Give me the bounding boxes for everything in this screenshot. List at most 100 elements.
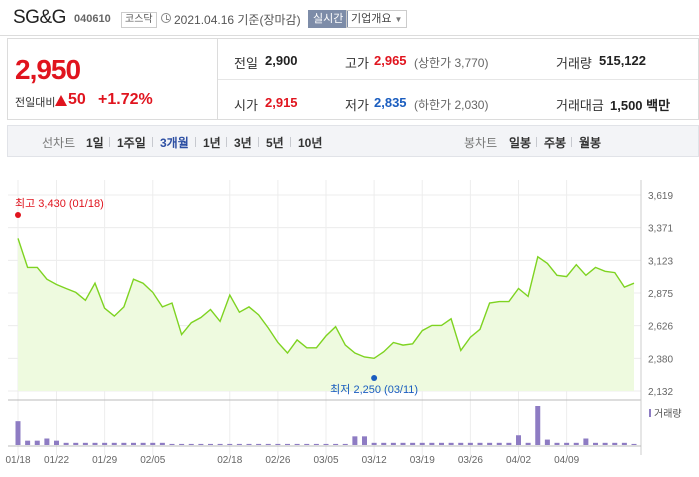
y-tick-label: 2,875 — [648, 289, 673, 300]
candle-daily[interactable]: 일봉 — [509, 136, 532, 150]
change-label: 전일대비 — [15, 97, 56, 109]
high-marker — [15, 212, 21, 218]
volume-bar — [602, 442, 608, 445]
x-tick-label: 02/18 — [217, 455, 242, 466]
price-chart-svg[interactable]: 3,619 3,371 3,123 2,875 2,626 2,380 2,132 01/18… — [0, 160, 699, 477]
x-tick-label: 03/05 — [313, 455, 338, 466]
volume-bar — [82, 442, 88, 445]
period-1w[interactable]: 1주일 — [117, 136, 146, 150]
period-1y[interactable]: 1년 — [203, 136, 221, 150]
volume-bar — [448, 442, 454, 445]
candle-weekly[interactable]: 주봉 — [544, 136, 567, 150]
volume-bar — [63, 442, 69, 445]
volume-label: 거래량 — [556, 56, 592, 71]
volume-bar — [34, 440, 40, 445]
volume-bar — [25, 440, 31, 445]
volume-bar — [554, 442, 560, 445]
period-3m[interactable]: 3개월 — [160, 136, 189, 150]
volume-bar — [506, 442, 512, 445]
volume-bar — [54, 440, 59, 445]
realtime-button[interactable]: 실시간 — [308, 10, 349, 28]
volume-bar — [294, 443, 300, 445]
prev-close-label: 전일 — [234, 56, 258, 71]
volume-bar — [419, 442, 425, 445]
y-tick-label: 3,371 — [648, 224, 673, 235]
volume-bar — [256, 443, 262, 445]
period-divider — [536, 137, 537, 147]
x-tick-label: 04/02 — [506, 455, 531, 466]
period-10y[interactable]: 10년 — [298, 136, 323, 150]
volume-bar — [73, 442, 79, 445]
volume-bar — [131, 442, 136, 445]
period-3y[interactable]: 3년 — [234, 136, 252, 150]
x-tick-label: 02/05 — [140, 455, 165, 466]
volume-bar — [179, 443, 185, 445]
volume-bar — [564, 442, 570, 445]
volume-bar — [429, 442, 435, 445]
y-tick-label: 3,123 — [648, 256, 673, 267]
volume-bar — [150, 442, 156, 445]
volume-bar — [390, 442, 396, 445]
market-badge: 코스닥 — [121, 12, 157, 28]
volume-bar — [275, 443, 281, 445]
y-tick-label: 3,619 — [648, 191, 673, 202]
stock-header: SG&G 040610 코스닥 2021.04.16 기준(장마감) 실시간 기… — [0, 0, 699, 36]
amount-value: 1,500 백만 — [610, 98, 671, 113]
corp-overview-button[interactable]: 기업개요 ▼ — [346, 10, 408, 28]
period-divider — [109, 137, 110, 147]
line-chart-label: 선차트 — [42, 136, 76, 150]
y-tick-label: 2,380 — [648, 354, 673, 365]
volume-bar — [246, 443, 252, 445]
volume-bar — [323, 443, 329, 445]
volume-bar — [352, 436, 358, 445]
volume-bar — [593, 442, 598, 445]
volume-bar — [621, 442, 627, 445]
volume-bar — [525, 442, 531, 445]
period-divider — [571, 137, 572, 147]
volume-bar — [612, 442, 618, 445]
volume-bar — [169, 443, 175, 445]
high-value: 2,965 — [374, 53, 407, 68]
period-divider — [226, 137, 227, 147]
volume-legend-label: 거래량 — [654, 408, 682, 420]
chevron-down-icon: ▼ — [394, 15, 403, 24]
volume-bar — [265, 443, 271, 445]
candle-monthly[interactable]: 월봉 — [579, 136, 602, 150]
price-summary: 2,950 전일대비 50 +1.72% 전일 2,900 고가 2,965 (… — [7, 38, 699, 120]
volume-legend-swatch — [649, 409, 651, 417]
high-label: 최고 3,430 (01/18) — [15, 197, 104, 210]
volume-bar — [208, 443, 213, 445]
volume-bar — [371, 442, 377, 445]
change-value: 50 — [68, 91, 86, 108]
period-1d[interactable]: 1일 — [86, 136, 104, 150]
volume-bar — [159, 442, 165, 445]
y-tick-label: 2,132 — [648, 387, 673, 398]
period-bar: 선차트 1일 1주일 3개월 1년 3년 5년 10년 봉차트 일봉 주봉 월봉 — [7, 125, 699, 157]
volume-bar — [304, 443, 310, 445]
volume-bar — [217, 443, 223, 445]
amount-label: 거래대금 — [556, 98, 604, 113]
volume-bar — [188, 443, 194, 445]
period-divider — [195, 137, 196, 147]
volume-bar — [236, 443, 242, 445]
x-tick-label: 01/22 — [44, 455, 69, 466]
current-price-panel: 2,950 전일대비 50 +1.72% — [8, 39, 218, 119]
volume-bar — [333, 443, 339, 445]
volume-bar — [516, 435, 521, 445]
x-tick-label: 01/29 — [92, 455, 117, 466]
volume-bar — [410, 442, 416, 445]
low-value: 2,835 — [374, 95, 407, 110]
volume-bar — [467, 442, 473, 445]
volume-bar — [535, 406, 541, 445]
period-divider — [152, 137, 153, 147]
price-chart[interactable]: 3,619 3,371 3,123 2,875 2,626 2,380 2,132 01/18… — [0, 160, 699, 477]
volume-bar — [631, 443, 637, 445]
clock-icon — [161, 13, 171, 23]
upper-limit: (상한가 3,770) — [414, 56, 489, 70]
y-tick-label: 2,626 — [648, 322, 673, 333]
current-price: 2,950 — [15, 54, 81, 85]
volume-bar — [313, 443, 319, 445]
x-tick-label: 03/12 — [362, 455, 387, 466]
stock-code: 040610 — [74, 13, 111, 25]
period-5y[interactable]: 5년 — [266, 136, 284, 150]
